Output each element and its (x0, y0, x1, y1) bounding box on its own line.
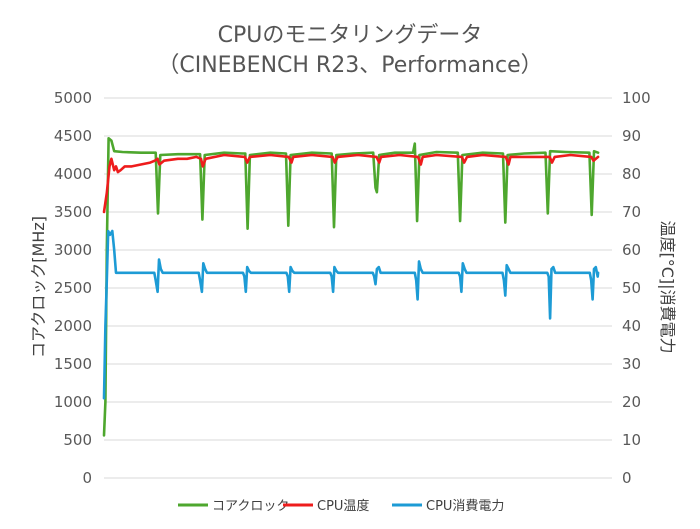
series-line-1 (102, 153, 600, 214)
right-tick-label: 20 (622, 393, 641, 411)
left-tick-label: 1000 (54, 393, 92, 411)
right-axis-title: 温度[°C]|消費電力 (658, 220, 677, 353)
left-tick-label: 3500 (54, 203, 92, 221)
chart-title-line1: CPUのモニタリングデータ (218, 23, 483, 48)
right-axis-ticks: 0 10 20 30 40 50 60 70 80 90 100 (622, 89, 651, 487)
left-tick-label: 2500 (54, 279, 92, 297)
right-tick-label: 10 (622, 431, 641, 449)
left-tick-label: 5000 (54, 89, 92, 107)
left-tick-label: 3000 (54, 241, 92, 259)
right-tick-label: 40 (622, 317, 641, 335)
left-tick-label: 4000 (54, 165, 92, 183)
chart-title-line2: （CINEBENCH R23、Performance） (157, 53, 542, 78)
left-axis-ticks: 0 500 1000 1500 2000 2500 3000 3500 4000 4500 5000 (54, 89, 92, 487)
left-tick-label: 0 (82, 469, 92, 487)
series-line-0 (102, 137, 600, 437)
right-tick-label: 90 (622, 127, 641, 145)
legend-label-0: コアクロック (212, 499, 289, 514)
right-tick-label: 100 (622, 89, 651, 107)
right-tick-label: 50 (622, 279, 641, 297)
right-tick-label: 30 (622, 355, 641, 373)
legend: コアクロック CPU温度 CPU消費電力 (178, 498, 504, 514)
series-line-2 (102, 229, 600, 400)
legend-label-2: CPU消費電力 (426, 499, 504, 514)
right-tick-label: 70 (622, 203, 641, 221)
right-tick-label: 0 (622, 469, 632, 487)
left-tick-label: 500 (63, 431, 92, 449)
gridlines (104, 97, 612, 479)
series-lines (102, 137, 600, 437)
right-tick-label: 60 (622, 241, 641, 259)
left-tick-label: 2000 (54, 317, 92, 335)
legend-label-1: CPU温度 (317, 498, 369, 514)
left-axis-title: コアクロック[MHz] (29, 216, 48, 358)
left-tick-label: 4500 (54, 127, 92, 145)
left-tick-label: 1500 (54, 355, 92, 373)
right-tick-label: 80 (622, 165, 641, 183)
